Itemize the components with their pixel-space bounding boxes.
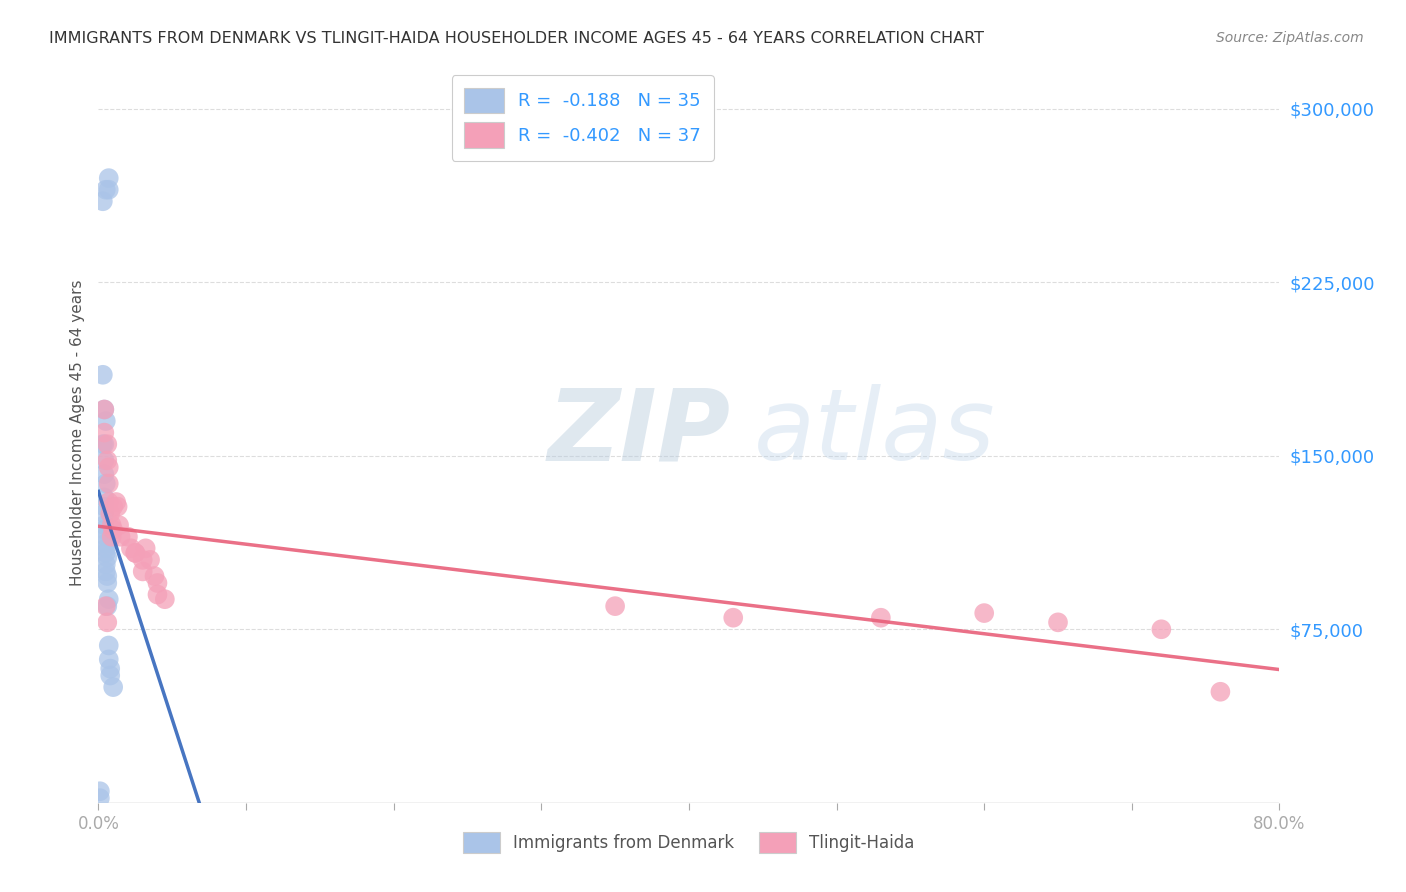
Point bbox=[98, 507, 121, 521]
Point bbox=[100, 518, 122, 533]
Text: Source: ZipAtlas.com: Source: ZipAtlas.com bbox=[1216, 31, 1364, 45]
Point bbox=[1209, 685, 1232, 699]
Point bbox=[108, 518, 131, 533]
Point bbox=[107, 500, 129, 514]
Point bbox=[132, 565, 155, 579]
Point bbox=[97, 652, 120, 666]
Point bbox=[93, 491, 115, 505]
Point bbox=[93, 518, 115, 533]
Point bbox=[91, 368, 114, 382]
Point bbox=[93, 523, 115, 537]
Text: ZIP: ZIP bbox=[547, 384, 730, 481]
Point bbox=[96, 569, 118, 583]
Point bbox=[91, 194, 114, 209]
Point bbox=[146, 576, 169, 591]
Point bbox=[94, 414, 117, 428]
Point bbox=[97, 171, 120, 186]
Point bbox=[93, 467, 115, 482]
Point bbox=[98, 662, 121, 676]
Point bbox=[96, 599, 118, 614]
Point bbox=[93, 453, 115, 467]
Point bbox=[110, 530, 132, 544]
Point bbox=[96, 576, 118, 591]
Y-axis label: Householder Income Ages 45 - 64 years: Householder Income Ages 45 - 64 years bbox=[69, 279, 84, 586]
Point bbox=[89, 791, 111, 805]
Point bbox=[1150, 622, 1173, 636]
Point bbox=[124, 546, 146, 560]
Point bbox=[105, 495, 128, 509]
Point bbox=[93, 425, 115, 440]
Point bbox=[97, 639, 120, 653]
Point bbox=[100, 530, 122, 544]
Point bbox=[94, 546, 117, 560]
Point bbox=[96, 550, 118, 565]
Point bbox=[103, 500, 125, 514]
Point bbox=[89, 784, 111, 798]
Point bbox=[94, 536, 117, 550]
Point bbox=[97, 476, 120, 491]
Point bbox=[870, 610, 893, 624]
Point bbox=[117, 530, 139, 544]
Point bbox=[146, 588, 169, 602]
Legend: Immigrants from Denmark, Tlingit-Haida: Immigrants from Denmark, Tlingit-Haida bbox=[456, 824, 922, 861]
Point bbox=[97, 460, 120, 475]
Point bbox=[96, 437, 118, 451]
Point bbox=[135, 541, 157, 556]
Point bbox=[605, 599, 627, 614]
Point bbox=[94, 476, 117, 491]
Point bbox=[94, 599, 117, 614]
Point bbox=[103, 523, 125, 537]
Point bbox=[94, 565, 117, 579]
Point bbox=[94, 530, 117, 544]
Point bbox=[97, 592, 120, 607]
Point bbox=[93, 402, 115, 417]
Point bbox=[96, 615, 118, 630]
Point bbox=[97, 495, 120, 509]
Point bbox=[97, 183, 120, 197]
Point bbox=[94, 183, 117, 197]
Point bbox=[96, 453, 118, 467]
Text: IMMIGRANTS FROM DENMARK VS TLINGIT-HAIDA HOUSEHOLDER INCOME AGES 45 - 64 YEARS C: IMMIGRANTS FROM DENMARK VS TLINGIT-HAIDA… bbox=[49, 31, 984, 46]
Text: atlas: atlas bbox=[754, 384, 995, 481]
Point bbox=[973, 606, 995, 620]
Point bbox=[124, 546, 146, 560]
Point bbox=[132, 553, 155, 567]
Point bbox=[153, 592, 176, 607]
Point bbox=[93, 437, 115, 451]
Point bbox=[94, 541, 117, 556]
Point bbox=[139, 553, 162, 567]
Point bbox=[1046, 615, 1070, 630]
Point bbox=[93, 500, 115, 514]
Point bbox=[723, 610, 745, 624]
Point bbox=[98, 668, 121, 682]
Point bbox=[93, 402, 115, 417]
Point bbox=[120, 541, 142, 556]
Point bbox=[143, 569, 166, 583]
Point bbox=[94, 558, 117, 572]
Point bbox=[103, 680, 125, 694]
Point bbox=[91, 437, 114, 451]
Point bbox=[93, 507, 115, 521]
